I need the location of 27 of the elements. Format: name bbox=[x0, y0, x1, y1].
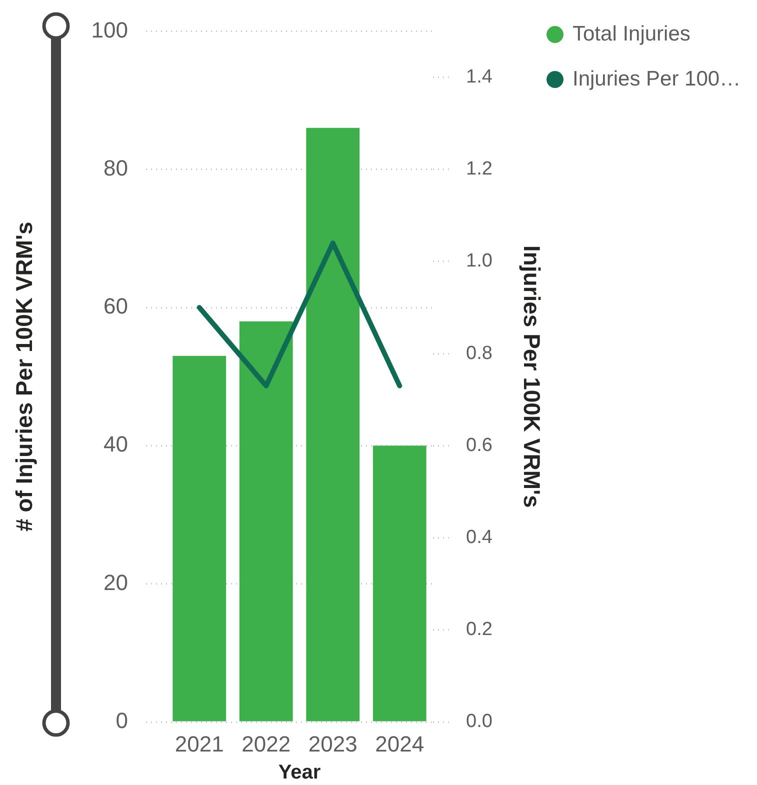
y-tick-label: 40 bbox=[104, 432, 128, 457]
y-axis-title: # of Injuries Per 100K VRM's bbox=[11, 222, 38, 532]
y-tick-label: 0 bbox=[116, 708, 128, 734]
y-tick-label: 100 bbox=[91, 17, 128, 42]
x-tick-label: 2021 bbox=[174, 731, 224, 756]
y2-tick-label: 1.0 bbox=[466, 250, 492, 272]
bar bbox=[239, 321, 293, 722]
y2-tick-label: 0.4 bbox=[466, 527, 493, 548]
y2-tick-label: 1.4 bbox=[466, 66, 493, 88]
y-tick-label: 60 bbox=[104, 294, 128, 319]
y2-tick-label: 1.2 bbox=[466, 158, 492, 180]
y-tick-label: 20 bbox=[104, 570, 128, 595]
legend-label: Total Injuries bbox=[572, 22, 690, 46]
y2-tick-label: 0.2 bbox=[466, 619, 492, 640]
bar bbox=[372, 446, 426, 722]
x-tick-label: 2022 bbox=[242, 731, 291, 756]
y-tick-label: 80 bbox=[104, 155, 128, 180]
y2-tick-label: 0.8 bbox=[466, 342, 492, 364]
y2-tick-label: 0.6 bbox=[466, 434, 492, 456]
y2-tick-label: 0.0 bbox=[466, 711, 492, 732]
x-tick-label: 2023 bbox=[308, 731, 358, 756]
bar bbox=[306, 128, 360, 722]
y2-axis-title: Injuries Per 100K VRM's bbox=[518, 245, 545, 508]
legend-label: Injuries Per 100… bbox=[572, 67, 741, 90]
bar bbox=[172, 356, 226, 722]
x-tick-label: 2024 bbox=[375, 731, 424, 756]
x-axis-title: Year bbox=[278, 762, 321, 784]
